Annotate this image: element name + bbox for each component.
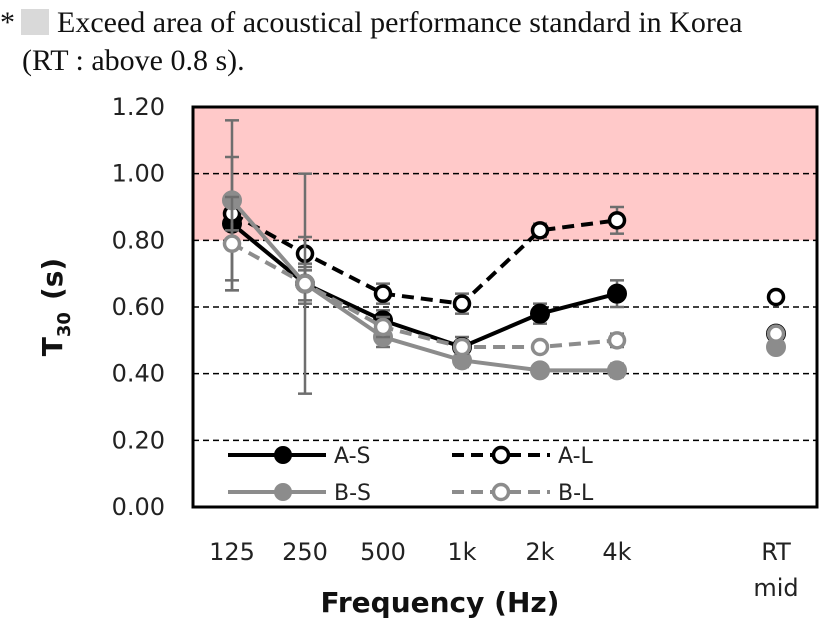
x-tick-label: 125 bbox=[209, 538, 255, 566]
x-axis-title: Frequency (Hz) bbox=[321, 586, 560, 619]
x-tick-label: 4k bbox=[602, 538, 631, 566]
data-point-b-l bbox=[607, 331, 627, 350]
data-point-b-l bbox=[222, 234, 242, 253]
data-point-a-s bbox=[530, 303, 550, 324]
legend-marker-b-l bbox=[491, 482, 511, 502]
data-point-a-l bbox=[530, 221, 550, 240]
legend-marker-b-s bbox=[274, 483, 292, 501]
chart-note: * Exceed area of acoustical performance s… bbox=[0, 4, 838, 80]
note-line-1: * Exceed area of acoustical performance s… bbox=[0, 4, 838, 42]
data-point-b-l bbox=[295, 274, 315, 293]
legend-label-b-l: B-L bbox=[558, 481, 594, 506]
x-tick-label: 250 bbox=[282, 538, 328, 566]
rt-mid-point-b-l bbox=[766, 324, 786, 343]
x-tick-label: 2k bbox=[525, 538, 554, 566]
y-axis-title-main: T bbox=[36, 337, 69, 356]
y-tick-label: 0.80 bbox=[112, 226, 165, 254]
data-point-b-l bbox=[452, 337, 472, 357]
series-line-a-l bbox=[231, 211, 618, 306]
data-point-a-l bbox=[452, 294, 472, 313]
data-point-a-l bbox=[373, 284, 393, 303]
y-tick-label: 0.00 bbox=[112, 493, 165, 521]
note-line-2: (RT : above 0.8 s). bbox=[22, 44, 245, 77]
y-tick-label: 1.00 bbox=[112, 160, 165, 188]
legend-label-a-s: A-S bbox=[334, 444, 370, 469]
x-tick-label-rt-mid: RT bbox=[761, 538, 791, 566]
y-tick-label: 0.40 bbox=[112, 360, 165, 388]
x-tick-label: 500 bbox=[360, 538, 406, 566]
y-tick-label: 0.20 bbox=[112, 426, 165, 454]
data-point-b-s bbox=[530, 360, 550, 381]
rt-mid-point-a-l bbox=[766, 287, 786, 307]
note-marker: * bbox=[0, 6, 15, 39]
legend-marker-a-l bbox=[491, 445, 511, 465]
legend-label-a-l: A-L bbox=[558, 444, 594, 469]
exceed-area-swatch bbox=[21, 9, 49, 35]
x-tick-label: 1k bbox=[447, 538, 476, 566]
series-line-b-l bbox=[231, 241, 618, 349]
y-tick-label: 0.60 bbox=[112, 293, 165, 321]
y-axis-title-unit: (s) bbox=[36, 258, 69, 300]
y-axis-title-sub: 30 bbox=[54, 312, 75, 337]
legend-label-b-s: B-S bbox=[334, 481, 371, 506]
data-point-b-l bbox=[373, 317, 393, 337]
y-tick-label: 1.20 bbox=[112, 93, 165, 121]
series-line-a-s bbox=[230, 222, 618, 350]
data-point-a-s bbox=[607, 283, 627, 304]
plot-area-frame bbox=[191, 105, 819, 509]
y-axis-title: T30 (s) bbox=[36, 258, 75, 356]
data-point-b-l bbox=[530, 337, 550, 357]
series-b-l bbox=[222, 195, 786, 357]
data-point-b-s bbox=[607, 360, 627, 381]
note-text: Exceed area of acoustical performance st… bbox=[57, 6, 743, 39]
legend-marker-a-s bbox=[274, 446, 292, 464]
series-line-b-s bbox=[230, 199, 617, 373]
x-tick-label-rt-mid: mid bbox=[753, 574, 798, 602]
data-point-a-l bbox=[607, 211, 627, 230]
